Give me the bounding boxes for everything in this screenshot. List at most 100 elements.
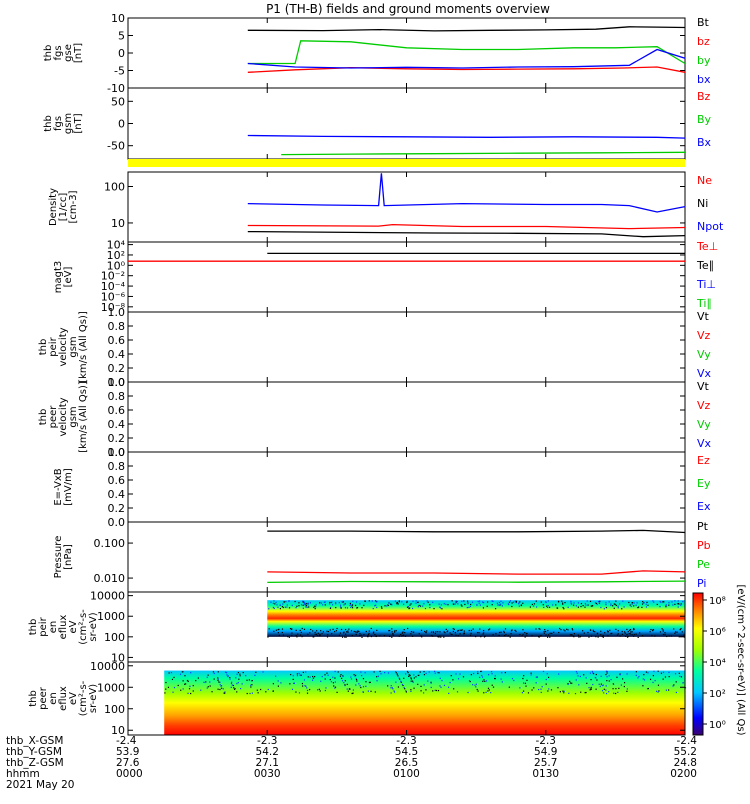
spectrogram-speckle bbox=[277, 629, 279, 631]
spectrogram-speckle bbox=[445, 628, 447, 630]
spectrogram-speckle bbox=[678, 636, 680, 638]
spectrogram-speckle bbox=[672, 604, 674, 606]
spectrogram-speckle bbox=[304, 602, 306, 604]
spectrogram-speckle bbox=[342, 601, 345, 603]
spectrogram-speckle bbox=[598, 602, 601, 604]
spectrogram-speckle bbox=[300, 674, 302, 676]
spectrogram-speckle bbox=[608, 680, 610, 682]
spectrogram-speckle bbox=[422, 692, 425, 694]
legend-item-Vt: Vt bbox=[697, 310, 710, 323]
spectrogram-speckle bbox=[293, 682, 295, 684]
panel-pressure: 0.100 0.010 Pressure [nPa] Pt Pb Pe Pi bbox=[53, 520, 711, 593]
spectrogram-speckle bbox=[480, 670, 482, 673]
spectrogram-speckle bbox=[538, 635, 540, 638]
spectrogram-speckle bbox=[410, 680, 412, 682]
spectrogram-speckle bbox=[268, 628, 270, 630]
spectrogram-speckle bbox=[287, 636, 289, 638]
spectrogram-speckle bbox=[226, 672, 228, 674]
legend-item-Vt: Vt bbox=[697, 380, 710, 393]
spectrogram-speckle bbox=[619, 635, 621, 637]
spectrogram-speckle bbox=[418, 604, 420, 607]
y-axis-label-line: (cm²-s- bbox=[78, 609, 89, 645]
spectrogram-speckle bbox=[470, 634, 472, 636]
x-tick-label-x: -2.3 bbox=[257, 735, 278, 747]
spectrogram-speckle bbox=[540, 691, 542, 694]
spectrogram-speckle bbox=[415, 676, 417, 678]
spectrogram-speckle bbox=[428, 671, 430, 673]
legend-item-Vz: Vz bbox=[697, 399, 711, 412]
y-axis-label-line: magt3 bbox=[53, 261, 64, 294]
spectrogram-speckle bbox=[532, 605, 535, 607]
spectrogram-speckle bbox=[642, 601, 644, 603]
spectrogram-speckle bbox=[684, 687, 687, 689]
spectrogram-speckle bbox=[179, 673, 182, 675]
spectrogram-speckle bbox=[376, 629, 378, 632]
legend-item-Npot: Npot bbox=[697, 220, 724, 233]
spectrogram-speckle bbox=[402, 684, 404, 687]
x-row-label: hhmm bbox=[6, 768, 40, 780]
spectrogram-speckle bbox=[411, 680, 414, 682]
spectrogram-speckle bbox=[355, 601, 358, 603]
spectrogram-speckle bbox=[295, 634, 297, 637]
spectrogram-speckle bbox=[172, 691, 174, 693]
spectrogram-speckle bbox=[219, 684, 221, 686]
spectrogram-speckle bbox=[432, 690, 434, 692]
spectrogram-speckle bbox=[439, 635, 441, 637]
panel-frame bbox=[127, 311, 686, 383]
spectrogram-speckle bbox=[490, 692, 492, 694]
spectrogram-speckle bbox=[231, 684, 233, 686]
spectrogram-speckle bbox=[306, 692, 309, 694]
spectrogram-speckle bbox=[548, 688, 550, 690]
spectrogram-speckle bbox=[370, 690, 372, 692]
spectrogram-speckle bbox=[294, 600, 296, 603]
x-tick-label-t: 0100 bbox=[393, 768, 420, 780]
spectrogram-speckle bbox=[587, 631, 589, 634]
spectrogram-speckle bbox=[187, 692, 189, 694]
spectrogram-speckle bbox=[550, 689, 553, 691]
spectrogram-speckle bbox=[308, 606, 310, 608]
spectrogram-speckle bbox=[511, 678, 514, 680]
spectrogram-speckle bbox=[561, 600, 563, 602]
spectrogram-speckle bbox=[233, 687, 235, 689]
y-axis-label-line: gsm bbox=[68, 336, 79, 357]
spectrogram-speckle bbox=[429, 604, 431, 606]
spectrogram-speckle bbox=[335, 630, 338, 632]
spectrogram-speckle bbox=[437, 631, 439, 633]
spectrogram-speckle bbox=[504, 671, 506, 674]
spectrogram-speckle bbox=[356, 607, 358, 609]
spectrogram-speckle bbox=[297, 633, 299, 635]
spectrogram-speckle bbox=[340, 604, 342, 606]
spectrogram-speckle bbox=[596, 633, 599, 635]
spectrogram-speckle bbox=[487, 687, 490, 689]
spectrogram-speckle bbox=[618, 603, 621, 605]
spectrogram-speckle bbox=[536, 676, 538, 678]
x-tick-label-x: -2.4 bbox=[677, 735, 698, 747]
spectrogram-speckle bbox=[302, 600, 304, 602]
spectrogram-speckle bbox=[559, 627, 561, 630]
spectrogram-speckle bbox=[573, 602, 575, 604]
spectrogram-speckle bbox=[537, 688, 540, 691]
spectrogram-speckle bbox=[677, 600, 679, 602]
spectrogram-speckle bbox=[601, 684, 603, 687]
spectrogram-speckle bbox=[547, 636, 549, 638]
spectrogram-speckle bbox=[500, 600, 502, 602]
y-tick-label: 0 bbox=[118, 47, 125, 60]
spectrogram-speckle bbox=[452, 630, 455, 633]
spectrogram-speckle bbox=[310, 628, 312, 631]
spectrogram-speckle bbox=[560, 629, 562, 631]
spectrogram-speckle bbox=[384, 605, 386, 607]
spectrogram-speckle bbox=[509, 636, 511, 638]
spectrogram-speckle bbox=[410, 690, 412, 693]
series-fgs-gse-bx bbox=[247, 48, 686, 69]
spectrogram-speckle bbox=[181, 671, 183, 673]
spectrogram-speckle bbox=[220, 687, 223, 689]
panel-fgs-gsm: 50 0 -50 thb fgs gsm [nT] Bz By Bx bbox=[43, 87, 712, 160]
spectrogram-speckle bbox=[538, 628, 540, 630]
spectrogram-speckle bbox=[610, 603, 612, 605]
spectrogram-speckle bbox=[566, 628, 568, 630]
spectrogram-speckle bbox=[326, 636, 329, 638]
y-axis-label: Pressure [nPa] bbox=[53, 536, 74, 579]
spectrogram-speckle bbox=[551, 632, 553, 634]
spectrogram-speckle bbox=[316, 635, 319, 637]
spectrogram-speckle bbox=[349, 688, 351, 690]
